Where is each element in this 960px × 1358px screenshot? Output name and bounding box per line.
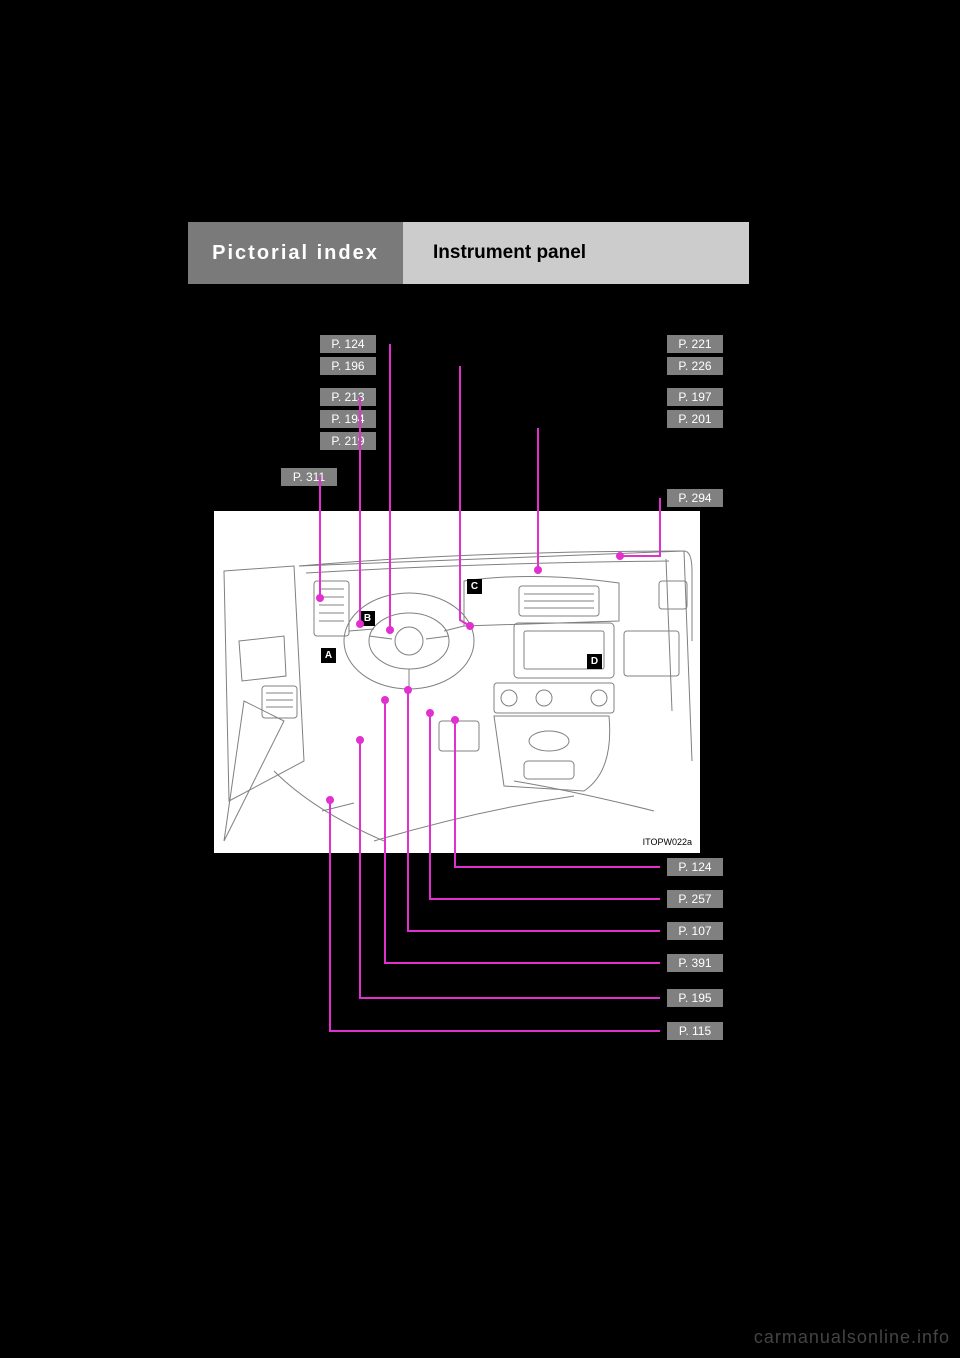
pref-top-right-1a: P. 221 [667, 335, 723, 353]
pref-bottom-4: P. 391 [667, 954, 723, 972]
pictorial-index-heading: Pictorial index [188, 222, 403, 284]
page: Pictorial index Instrument panel P. 124 … [0, 0, 960, 1358]
pref-bottom-2: P. 257 [667, 890, 723, 908]
illustration-code: ITOPW022a [643, 837, 692, 847]
pref-bottom-5: P. 195 [667, 989, 723, 1007]
pref-top-left-2c: P. 219 [320, 432, 376, 450]
watermark: carmanualsonline.info [754, 1327, 950, 1348]
pref-top-left-1b: P. 196 [320, 357, 376, 375]
pref-top-left-3: P. 311 [281, 468, 337, 486]
pref-top-right-3: P. 294 [667, 489, 723, 507]
callout-marker-c: C [467, 579, 482, 594]
pref-top-right-2b: P. 201 [667, 410, 723, 428]
callout-marker-d: D [587, 654, 602, 669]
callout-marker-a: A [321, 648, 336, 663]
pref-top-right-1b: P. 226 [667, 357, 723, 375]
header-row: Pictorial index Instrument panel [188, 222, 749, 284]
pref-bottom-3: P. 107 [667, 922, 723, 940]
callout-marker-b: B [360, 611, 375, 626]
pref-bottom-6: P. 115 [667, 1022, 723, 1040]
pref-bottom-1: P. 124 [667, 858, 723, 876]
pref-top-right-2a: P. 197 [667, 388, 723, 406]
pref-top-left-2b: P. 194 [320, 410, 376, 428]
section-title: Instrument panel [403, 222, 749, 284]
pref-top-left-2a: P. 213 [320, 388, 376, 406]
pref-top-left-1a: P. 124 [320, 335, 376, 353]
dashboard-illustration: A B C D ITOPW022a [214, 511, 700, 853]
